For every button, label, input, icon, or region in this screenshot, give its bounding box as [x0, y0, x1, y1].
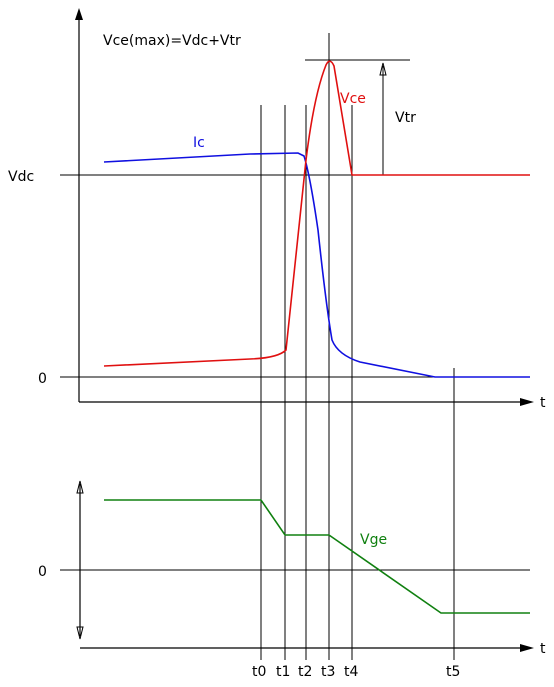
t1-label: t1	[276, 664, 290, 680]
vce-label: Vce	[340, 91, 366, 107]
zero-label-top: 0	[38, 371, 47, 387]
top-y-axis-arrowhead	[75, 8, 83, 20]
ic-waveform	[103, 152, 530, 378]
vge-waveform	[104, 499, 530, 614]
t5-label: t5	[446, 664, 460, 680]
t0-label: t0	[252, 664, 266, 680]
bottom-y-axis-arrow-down	[76, 626, 84, 640]
top-x-axis-arrowhead	[520, 398, 534, 406]
t-axis-label-bottom: t	[540, 641, 546, 657]
vtr-arrowhead-icon	[379, 62, 387, 76]
formula-label: Vce(max)=Vdc+Vtr	[103, 33, 241, 49]
bottom-x-axis-arrowhead	[520, 644, 534, 652]
vdc-label: Vdc	[8, 169, 34, 185]
vtr-label: Vtr	[395, 110, 416, 126]
bottom-y-axis-arrow-up	[76, 480, 84, 494]
t-axis-label-top: t	[540, 395, 546, 411]
t3-label: t3	[321, 664, 335, 680]
ic-label: Ic	[193, 135, 205, 151]
t2-label: t2	[298, 664, 312, 680]
vce-waveform	[103, 60, 530, 367]
t4-label: t4	[344, 664, 358, 680]
vge-label: Vge	[360, 532, 387, 548]
zero-label-bottom: 0	[38, 564, 47, 580]
